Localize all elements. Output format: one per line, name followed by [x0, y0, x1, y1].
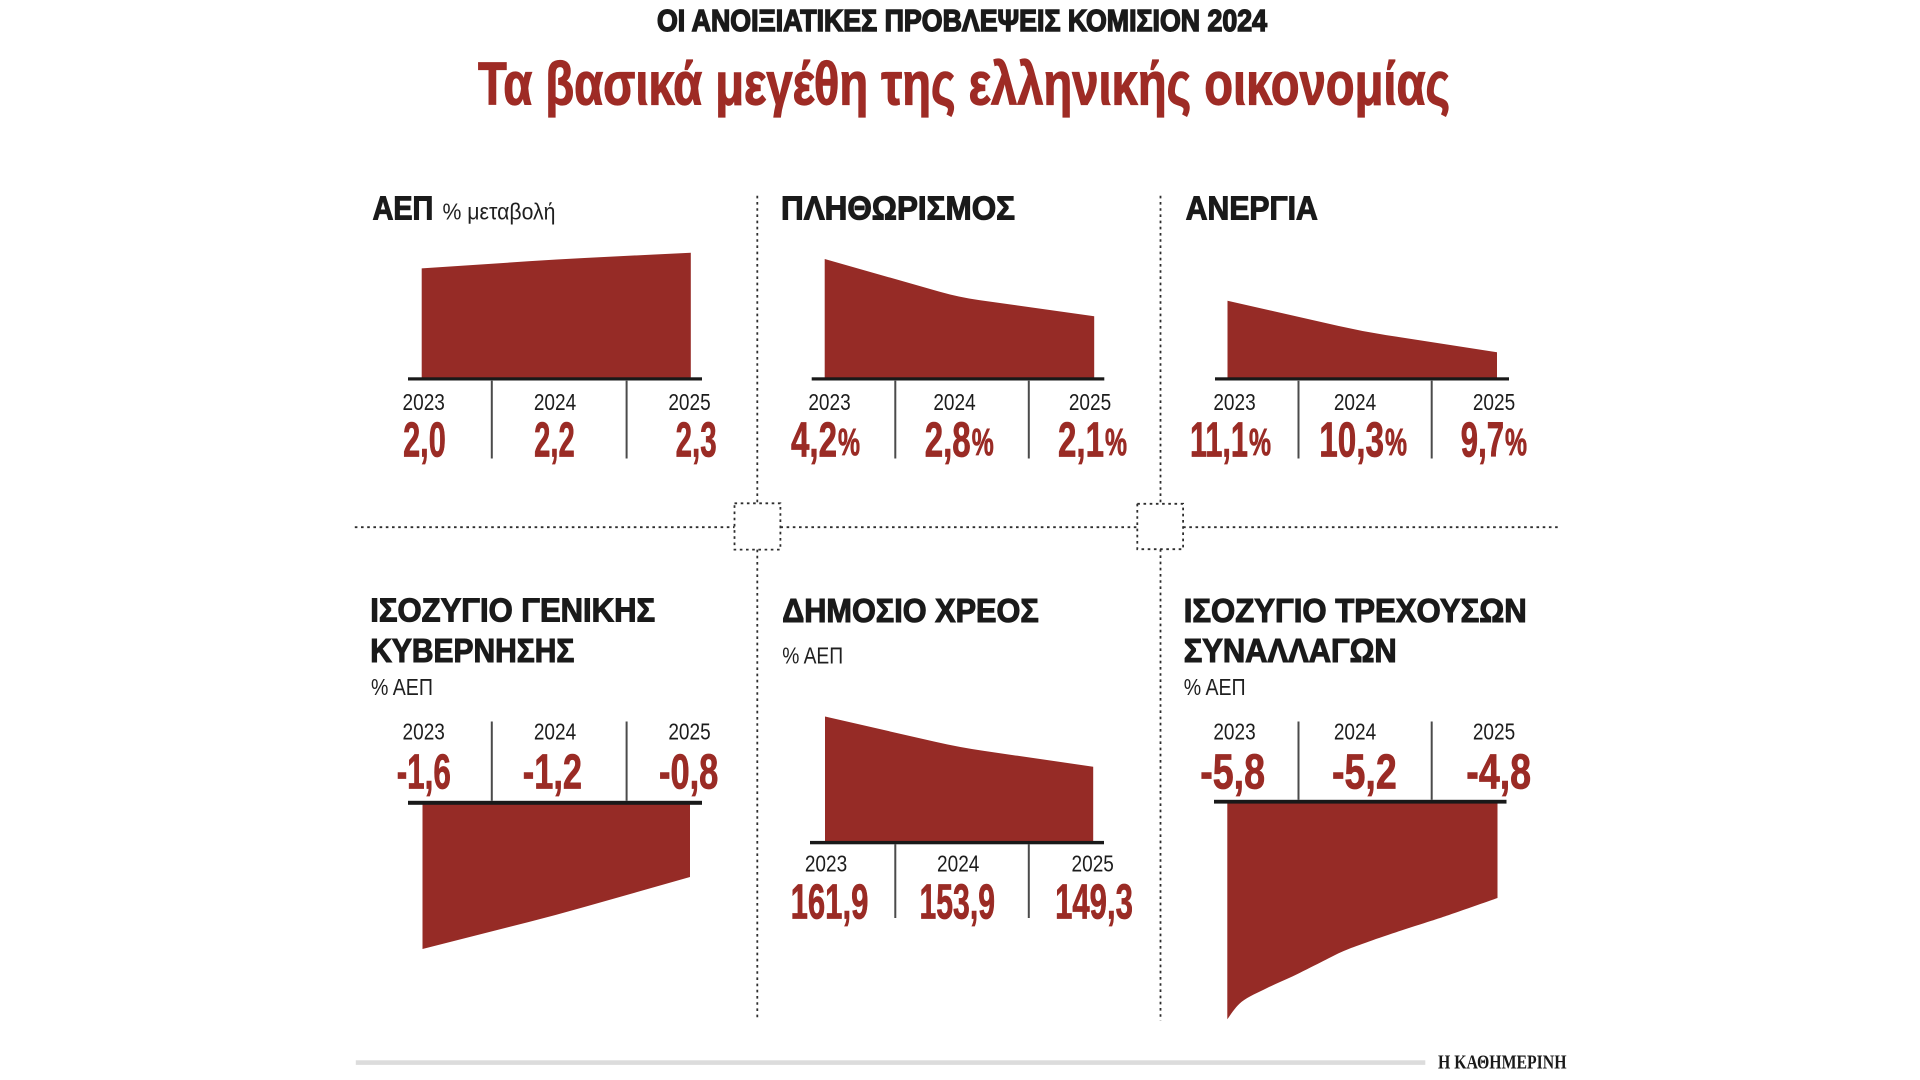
svg-text:ΚΥΒΕΡΝΗΣΗΣ: ΚΥΒΕΡΝΗΣΗΣ	[370, 633, 574, 670]
svg-text:%: %	[838, 422, 860, 464]
svg-text:%: %	[1505, 422, 1527, 464]
svg-text:2025: 2025	[668, 389, 710, 415]
svg-text:2023: 2023	[1213, 719, 1255, 745]
svg-text:-4,8: -4,8	[1466, 744, 1531, 799]
svg-text:2025: 2025	[1072, 851, 1114, 877]
svg-text:% ΑΕΠ: % ΑΕΠ	[782, 642, 843, 668]
svg-text:ΔΗΜΟΣΙΟ ΧΡΕΟΣ: ΔΗΜΟΣΙΟ ΧΡΕΟΣ	[782, 593, 1039, 630]
svg-text:2025: 2025	[1473, 719, 1515, 745]
svg-text:2,3: 2,3	[676, 413, 717, 468]
svg-text:11,1: 11,1	[1190, 413, 1248, 468]
svg-text:2,2: 2,2	[534, 413, 575, 468]
svg-text:-5,8: -5,8	[1200, 744, 1265, 799]
svg-text:% μεταβολή: % μεταβολή	[443, 198, 556, 224]
svg-text:% ΑΕΠ: % ΑΕΠ	[1184, 674, 1246, 700]
svg-text:161,9: 161,9	[791, 874, 869, 929]
svg-text:-1,2: -1,2	[523, 744, 582, 799]
svg-text:% ΑΕΠ: % ΑΕΠ	[371, 674, 433, 700]
svg-text:%: %	[1249, 422, 1271, 464]
svg-text:2025: 2025	[1473, 389, 1515, 415]
svg-text:-5,2: -5,2	[1332, 744, 1397, 799]
svg-text:2023: 2023	[808, 389, 850, 415]
svg-text:ΣΥΝΑΛΛΑΓΩΝ: ΣΥΝΑΛΛΑΓΩΝ	[1184, 633, 1397, 670]
svg-text:Τα βασικά μεγέθη της ελληνικής: Τα βασικά μεγέθη της ελληνικής οικονομία…	[478, 50, 1450, 118]
svg-text:%: %	[1105, 422, 1127, 464]
svg-text:2024: 2024	[534, 719, 576, 745]
svg-text:ΑΝΕΡΓΙΑ: ΑΝΕΡΓΙΑ	[1186, 190, 1318, 227]
svg-text:2,0: 2,0	[403, 413, 446, 468]
svg-text:2,1: 2,1	[1058, 413, 1104, 468]
svg-text:ΠΛΗΘΩΡΙΣΜΟΣ: ΠΛΗΘΩΡΙΣΜΟΣ	[781, 190, 1015, 227]
svg-text:153,9: 153,9	[920, 874, 996, 929]
svg-text:2025: 2025	[1069, 389, 1111, 415]
svg-text:ΟΙ ΑΝΟΙΞΙΑΤΙΚΕΣ ΠΡΟΒΛΕΨΕΙΣ ΚΟΜ: ΟΙ ΑΝΟΙΞΙΑΤΙΚΕΣ ΠΡΟΒΛΕΨΕΙΣ ΚΟΜΙΣΙΟΝ 2024	[657, 3, 1268, 38]
svg-text:-1,6: -1,6	[397, 744, 451, 799]
svg-text:-0,8: -0,8	[659, 744, 718, 799]
svg-text:2023: 2023	[403, 389, 445, 415]
svg-text:%: %	[1385, 422, 1407, 464]
svg-text:2024: 2024	[534, 389, 576, 415]
svg-text:149,3: 149,3	[1055, 874, 1133, 929]
svg-text:2023: 2023	[403, 719, 445, 745]
svg-text:2023: 2023	[805, 851, 847, 877]
svg-text:2024: 2024	[937, 851, 979, 877]
svg-text:Η ΚΑΘΗΜΕΡΙΝΗ: Η ΚΑΘΗΜΕΡΙΝΗ	[1438, 1052, 1567, 1074]
svg-text:2024: 2024	[1334, 719, 1376, 745]
svg-text:2025: 2025	[668, 719, 710, 745]
svg-text:2023: 2023	[1213, 389, 1255, 415]
svg-text:2024: 2024	[1334, 389, 1376, 415]
svg-text:9,7: 9,7	[1461, 413, 1504, 468]
svg-text:ΙΣΟΖΥΓΙΟ ΓΕΝΙΚΗΣ: ΙΣΟΖΥΓΙΟ ΓΕΝΙΚΗΣ	[370, 593, 655, 630]
svg-text:4,2: 4,2	[791, 413, 837, 468]
svg-text:10,3: 10,3	[1319, 413, 1384, 468]
svg-text:%: %	[972, 422, 994, 464]
svg-text:2024: 2024	[933, 389, 975, 415]
svg-text:ΙΣΟΖΥΓΙΟ ΤΡΕΧΟΥΣΩΝ: ΙΣΟΖΥΓΙΟ ΤΡΕΧΟΥΣΩΝ	[1184, 593, 1527, 630]
svg-text:2,8: 2,8	[925, 413, 971, 468]
svg-text:ΑΕΠ: ΑΕΠ	[373, 190, 434, 227]
